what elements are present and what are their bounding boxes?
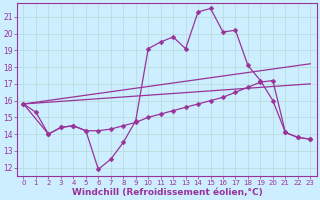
X-axis label: Windchill (Refroidissement éolien,°C): Windchill (Refroidissement éolien,°C)	[72, 188, 262, 197]
